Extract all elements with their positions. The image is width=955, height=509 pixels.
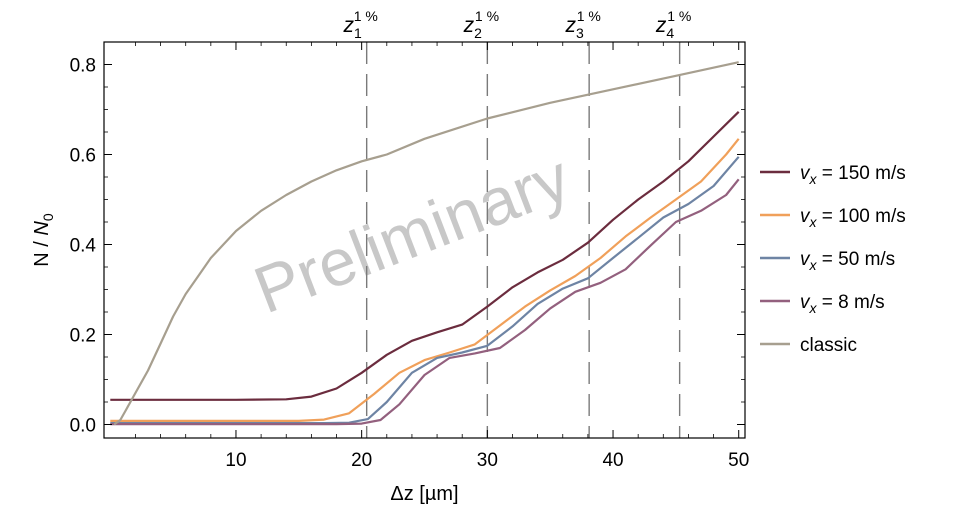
- legend-label-1: vx = 150 m/s: [800, 163, 906, 187]
- y-tick-label: 0.4: [70, 236, 97, 257]
- y-tick-label: 0.2: [70, 326, 96, 347]
- series-line-5: [113, 61, 739, 426]
- series-line-3: [110, 156, 740, 425]
- marker-label-3: z31 %: [564, 8, 600, 41]
- x-axis-label: Δz [µm]: [390, 483, 458, 505]
- legend-label-3: vx = 50 m/s: [800, 249, 895, 273]
- x-tick-label-50: 50: [728, 450, 749, 471]
- legend-label-4: vx = 8 m/s: [800, 292, 885, 316]
- watermark-text: Preliminary: [244, 140, 579, 327]
- x-tick-label-10: 10: [225, 450, 246, 471]
- y-tick-label: 0.8: [70, 56, 96, 77]
- y-axis-label: N / N0: [31, 213, 56, 267]
- x-tick-label-40: 40: [602, 450, 623, 471]
- legend-label-2: vx = 100 m/s: [800, 206, 906, 230]
- legend-label-5: classic: [800, 335, 857, 356]
- y-tick-label: 0.6: [70, 146, 96, 167]
- plot-frame: [103, 41, 746, 439]
- marker-label-2: z21 %: [463, 8, 499, 41]
- y-tick-label: 0.0: [70, 416, 96, 437]
- marker-label-4: z41 %: [655, 8, 691, 41]
- x-tick-label-30: 30: [477, 450, 498, 471]
- x-tick-label-20: 20: [351, 450, 372, 471]
- series-line-4: [110, 178, 740, 426]
- marker-label-1: z11 %: [342, 8, 377, 41]
- series-line-1: [110, 111, 740, 401]
- series-line-2: [110, 138, 740, 422]
